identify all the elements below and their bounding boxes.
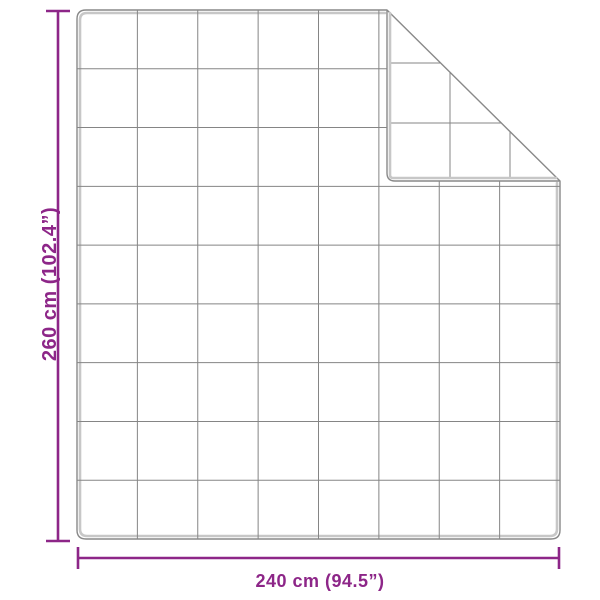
fold-flap-hem (388, 11, 558, 180)
height-dimension: 260 cm (102.4”) (39, 9, 70, 543)
height-dimension-label: 260 cm (102.4”) (39, 207, 61, 361)
blanket-hem (78, 11, 559, 538)
quilt-grid (77, 10, 560, 539)
width-dimension: 240 cm (94.5”) (76, 547, 561, 591)
width-dimension-label: 240 cm (94.5”) (255, 571, 384, 591)
fold-flap-edge (386, 10, 560, 182)
flap-quilt-grid (390, 62, 511, 178)
